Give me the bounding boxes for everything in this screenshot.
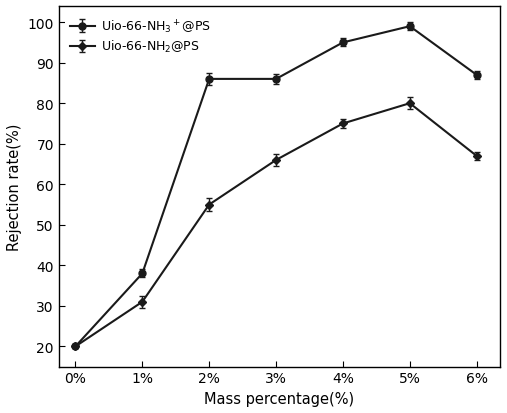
Y-axis label: Rejection rate(%): Rejection rate(%) — [7, 123, 22, 250]
Legend: Uio-66-NH$_3$$^+$@PS, Uio-66-NH$_2$@PS: Uio-66-NH$_3$$^+$@PS, Uio-66-NH$_2$@PS — [65, 13, 216, 60]
X-axis label: Mass percentage(%): Mass percentage(%) — [204, 391, 354, 406]
